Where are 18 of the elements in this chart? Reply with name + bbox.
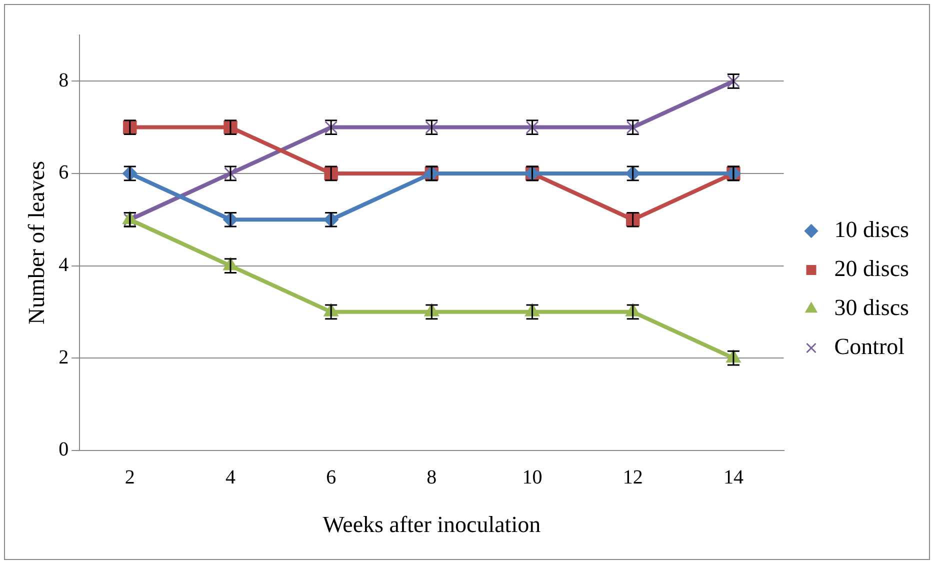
x-tick-label: 4 — [225, 466, 236, 489]
y-tick-label: 0 — [58, 438, 69, 461]
x-tick-label: 6 — [326, 466, 336, 489]
legend-label: Control — [834, 334, 905, 360]
x-tick-label: 14 — [723, 466, 744, 489]
legend-label: 10 discs — [834, 217, 910, 242]
x-axis-title: Weeks after inoculation — [322, 512, 542, 538]
y-axis-title: Number of leaves — [24, 160, 49, 324]
y-tick-label: 2 — [58, 346, 69, 368]
y-tick-label: 6 — [58, 162, 69, 184]
y-tick-label: 8 — [58, 69, 69, 92]
legend-label: 30 discs — [834, 295, 910, 320]
x-tick-label: 8 — [426, 466, 437, 489]
x-tick-label: 10 — [522, 466, 542, 489]
x-tick-label: 12 — [622, 466, 643, 489]
y-tick-label: 4 — [58, 254, 69, 276]
legend-label: 20 discs — [834, 256, 910, 282]
x-tick-label: 2 — [124, 466, 135, 489]
